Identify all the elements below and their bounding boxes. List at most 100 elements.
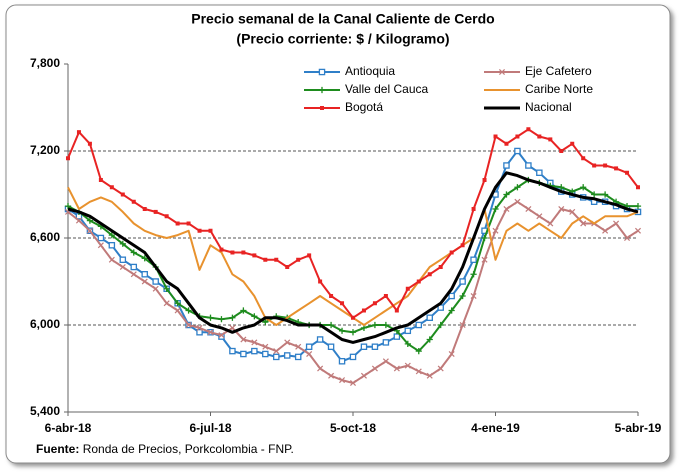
- legend-item: Caribe Norte: [484, 82, 593, 96]
- marker: [492, 205, 499, 213]
- marker: [318, 86, 326, 94]
- marker: [207, 314, 214, 321]
- marker: [405, 286, 410, 291]
- legend-label: Bogotá: [345, 100, 383, 114]
- marker: [526, 127, 531, 132]
- series: [66, 127, 640, 320]
- marker: [636, 185, 640, 190]
- marker: [503, 205, 510, 213]
- marker: [415, 321, 423, 329]
- marker: [482, 178, 487, 182]
- marker: [86, 217, 94, 224]
- marker: [240, 307, 247, 314]
- marker: [404, 362, 411, 369]
- marker: [317, 365, 324, 372]
- marker: [230, 250, 235, 255]
- marker: [163, 300, 170, 307]
- marker: [141, 278, 148, 285]
- marker: [498, 68, 506, 76]
- marker: [416, 279, 421, 284]
- legend-item: Antioquia: [304, 64, 395, 78]
- marker: [262, 343, 269, 350]
- marker: [371, 321, 379, 329]
- y-tick-label: 6,000: [30, 317, 60, 331]
- marker: [98, 178, 103, 182]
- marker: [274, 257, 279, 262]
- series: [67, 171, 639, 344]
- marker: [119, 263, 126, 271]
- marker: [371, 343, 379, 350]
- marker: [349, 353, 357, 361]
- marker: [382, 321, 389, 329]
- marker: [448, 292, 455, 300]
- marker: [87, 141, 92, 146]
- marker: [471, 207, 476, 211]
- marker: [503, 162, 510, 169]
- marker: [119, 240, 126, 247]
- chart-frame: [5, 4, 671, 464]
- marker: [525, 205, 532, 213]
- y-tick-label: 5,400: [30, 404, 60, 418]
- marker: [438, 265, 443, 269]
- marker: [219, 247, 224, 252]
- y-tick-label: 7,800: [30, 56, 60, 70]
- marker: [142, 207, 147, 211]
- marker: [481, 256, 488, 263]
- marker: [470, 271, 477, 278]
- marker: [163, 285, 170, 292]
- marker: [448, 350, 455, 358]
- marker: [603, 163, 608, 168]
- marker: [327, 343, 335, 350]
- marker: [66, 156, 70, 161]
- marker: [164, 214, 169, 219]
- x-tick-label: 4-ene-19: [471, 421, 520, 435]
- marker: [283, 352, 291, 359]
- marker: [426, 314, 433, 321]
- marker: [229, 347, 236, 355]
- marker: [581, 156, 586, 161]
- marker: [492, 227, 499, 234]
- marker: [361, 308, 366, 313]
- x-tick-label: 6-abr-18: [45, 421, 92, 435]
- marker: [320, 106, 324, 110]
- marker: [285, 265, 290, 269]
- marker: [338, 327, 346, 334]
- marker: [394, 308, 399, 313]
- marker: [229, 324, 236, 331]
- plot-area: 5,400 6,000 6,600 7,200 7,800 6-abr-18 6-jul-1…: [30, 56, 662, 435]
- marker: [262, 319, 269, 326]
- marker: [152, 278, 159, 285]
- marker: [404, 327, 412, 335]
- marker: [360, 343, 368, 350]
- marker: [318, 279, 323, 284]
- source-label: Fuente:: [36, 442, 79, 456]
- chart-subtitle: (Precio corriente: $ / Kilogramo): [236, 31, 449, 47]
- marker: [295, 343, 302, 350]
- marker: [251, 339, 258, 346]
- marker: [415, 348, 422, 355]
- marker: [459, 321, 466, 329]
- marker: [449, 250, 454, 255]
- marker: [625, 170, 630, 175]
- marker: [493, 134, 498, 139]
- marker: [175, 221, 180, 226]
- marker: [306, 350, 313, 358]
- marker: [108, 241, 116, 249]
- marker: [240, 350, 247, 358]
- y-tick-label: 6,600: [30, 230, 60, 244]
- marker: [536, 213, 543, 220]
- marker: [602, 227, 609, 234]
- marker: [130, 249, 137, 256]
- marker: [470, 256, 477, 263]
- x-tick-label: 5-abr-19: [615, 421, 662, 435]
- marker: [437, 365, 444, 372]
- marker: [97, 242, 104, 249]
- marker: [382, 358, 389, 365]
- marker: [437, 321, 444, 329]
- marker: [86, 227, 93, 234]
- marker: [460, 243, 465, 248]
- legend-label: Antioquia: [345, 64, 395, 78]
- marker: [536, 169, 543, 176]
- marker: [481, 234, 488, 242]
